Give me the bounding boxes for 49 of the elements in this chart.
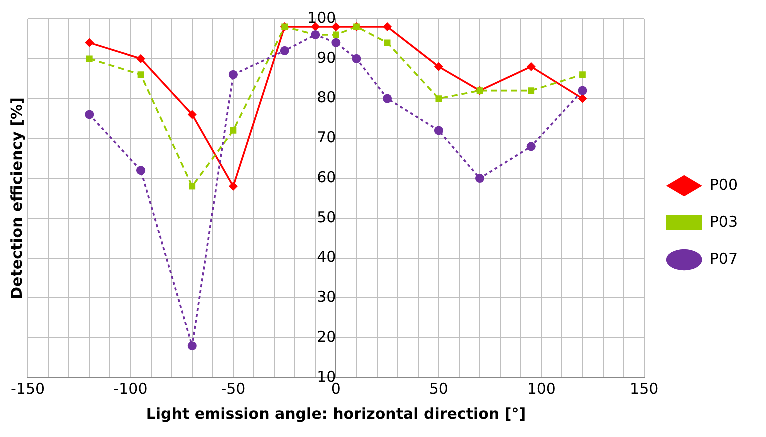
legend-label: P07 (710, 250, 738, 268)
x-tick-label: 50 (429, 380, 448, 398)
y-tick-label: 30 (317, 288, 336, 306)
point (526, 142, 536, 152)
x-tick-label: 150 (630, 380, 659, 398)
point (580, 72, 586, 78)
point (434, 62, 444, 72)
point (188, 342, 197, 351)
point (526, 62, 536, 72)
point (136, 166, 146, 176)
point (434, 126, 444, 136)
y-tick-label: 80 (317, 88, 336, 107)
y-tick-label: 60 (317, 168, 336, 186)
point (352, 54, 362, 64)
point (85, 110, 94, 120)
legend-label: P03 (710, 212, 738, 231)
y-tick-label: 20 (317, 328, 336, 346)
point (86, 56, 93, 62)
point (436, 96, 442, 102)
x-tick-label: 100 (527, 380, 556, 398)
point (188, 110, 197, 120)
point (383, 94, 392, 104)
point (228, 182, 238, 192)
y-axis-title: Detection efficiency [%] (8, 98, 26, 300)
x-tick-label: -100 (114, 380, 148, 398)
y-tick-label: 40 (317, 248, 336, 266)
legend-label: P00 (710, 176, 738, 194)
point (228, 70, 238, 80)
point (230, 128, 237, 134)
point (476, 174, 485, 184)
point (578, 86, 588, 96)
point (136, 54, 146, 64)
x-axis-title: Light emission angle: horizontal direction [°] (146, 404, 526, 423)
x-tick-label: -150 (11, 380, 46, 398)
point (85, 38, 94, 48)
y-tick-label: 90 (317, 48, 336, 67)
point (138, 72, 144, 78)
y-tick-label: 50 (317, 208, 336, 226)
point (383, 22, 392, 32)
point (333, 32, 340, 38)
point (528, 88, 535, 94)
y-tick-label: 70 (317, 128, 336, 147)
point (332, 38, 341, 48)
point (332, 22, 341, 32)
point (189, 183, 196, 190)
x-tick-label: -50 (221, 380, 246, 398)
point (280, 46, 290, 56)
point (578, 94, 588, 104)
y-tick-label: 100 (308, 8, 336, 27)
